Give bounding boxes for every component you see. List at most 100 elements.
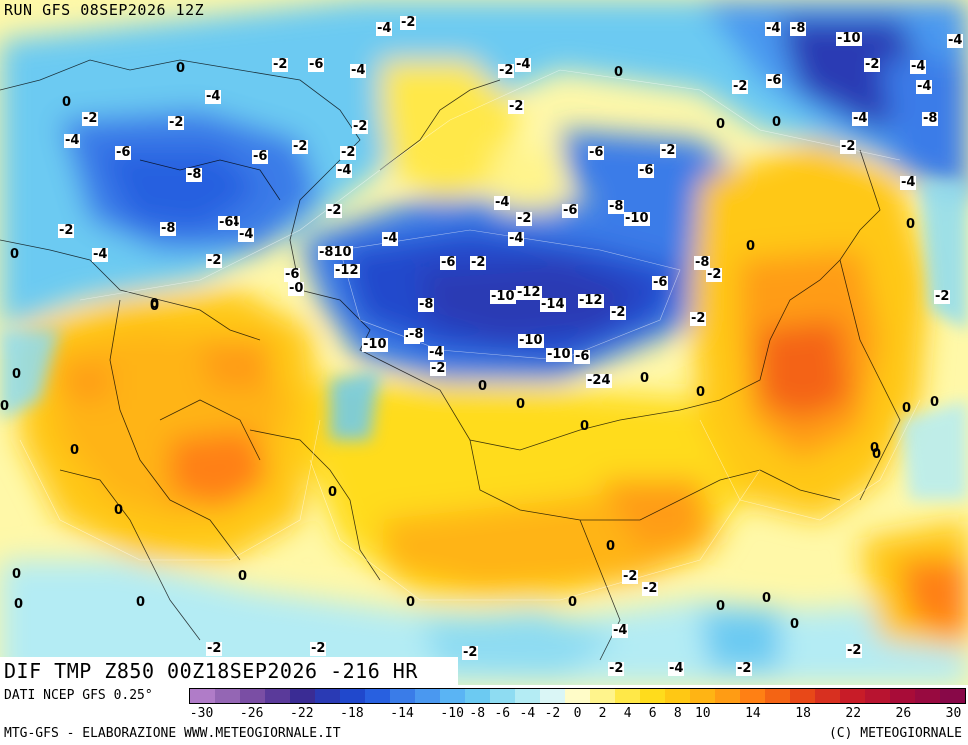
contour-label: -6: [440, 255, 457, 270]
contour-label: 0: [478, 379, 488, 394]
contour-label: 0: [716, 599, 726, 614]
scale-swatch: [940, 689, 965, 703]
contour-label: -8: [922, 111, 939, 126]
copyright-text: (C) METEOGIORNALE: [828, 726, 962, 741]
contour-label: -4: [92, 247, 109, 262]
contour-label: -4: [376, 21, 393, 36]
contour-label: -2: [400, 15, 417, 30]
contour-label: 0: [70, 443, 80, 458]
scale-tick-label: 4: [623, 706, 632, 721]
contour-label: 0: [606, 539, 616, 554]
scale-swatch: [390, 689, 415, 703]
scale-swatch: [565, 689, 590, 703]
contour-label: 0: [0, 399, 10, 414]
contour-label: -2: [340, 145, 357, 160]
scale-swatch: [240, 689, 265, 703]
contour-label: -2: [516, 211, 533, 226]
scale-swatch: [465, 689, 490, 703]
scale-tick-label: 22: [845, 706, 862, 721]
contour-label: -8: [790, 21, 807, 36]
scale-swatch: [540, 689, 565, 703]
contour-label: -8: [694, 255, 711, 270]
contour-label: -2: [642, 581, 659, 596]
contour-label: -6: [562, 203, 579, 218]
scale-tick-label: 10: [694, 706, 711, 721]
contour-label: -8: [160, 221, 177, 236]
scale-swatch: [440, 689, 465, 703]
contour-label: 0: [614, 65, 624, 80]
contour-label: 0: [872, 447, 882, 462]
contour-label: -6: [766, 73, 783, 88]
scale-tick-label: -4: [519, 706, 536, 721]
contour-label: -0: [288, 281, 305, 296]
contour-label: 0: [746, 239, 756, 254]
contour-label: -10: [836, 31, 862, 46]
contour-label: 0: [150, 299, 160, 314]
scale-tick-label: -2: [544, 706, 561, 721]
contour-label: -6: [115, 145, 132, 160]
contour-label: -4: [428, 345, 445, 360]
contour-label: -2: [736, 661, 753, 676]
contour-label: 0: [930, 395, 940, 410]
scale-swatch: [340, 689, 365, 703]
contour-label: 0: [12, 367, 22, 382]
contour-label: -2: [352, 119, 369, 134]
contour-label: 0: [114, 503, 124, 518]
scale-tick-label: -30: [189, 706, 214, 721]
map-title: DIF TMP Z850 00Z18SEP2026 -216 HR: [4, 659, 418, 683]
scale-tick-label: 30: [945, 706, 962, 721]
scale-swatch: [865, 689, 890, 703]
contour-label: -2: [622, 569, 639, 584]
scale-tick-label: -22: [290, 706, 314, 721]
contour-label: -4: [852, 111, 869, 126]
contour-label: -10: [490, 289, 516, 304]
contour-label: -2: [508, 99, 525, 114]
contour-label: -4: [612, 623, 629, 638]
contour-label: -2: [706, 267, 723, 282]
scale-swatch: [265, 689, 290, 703]
contour-label: 0: [568, 595, 578, 610]
contour-label: -6: [588, 145, 605, 160]
contour-label: -2: [462, 645, 479, 660]
color-scale-ticks: -30 -26 -22 -18 -14 -10 -8 -6 -4 -2 0 2 4 6 8 10 14 18 22 2…: [189, 706, 966, 724]
contour-label: -2: [610, 305, 627, 320]
contour-label: -2: [840, 139, 857, 154]
scale-swatch: [840, 689, 865, 703]
contour-label: -10: [362, 337, 388, 352]
contour-label: -2: [272, 57, 289, 72]
contour-label: -6: [218, 215, 235, 230]
contour-label: 0: [406, 595, 416, 610]
contour-label: -2: [690, 311, 707, 326]
scale-swatch: [190, 689, 215, 703]
contour-label: -4: [382, 231, 399, 246]
scale-tick-label: 6: [648, 706, 657, 721]
scale-swatch: [490, 689, 515, 703]
contour-label: -4: [508, 231, 525, 246]
scale-tick-label: 8: [673, 706, 682, 721]
contour-label: 0: [580, 419, 590, 434]
scale-swatch: [615, 689, 640, 703]
contour-label: -4: [494, 195, 511, 210]
scale-swatch: [665, 689, 690, 703]
contour-label: -2: [206, 253, 223, 268]
contour-label: -2: [326, 203, 343, 218]
contour-label: -2: [58, 223, 75, 238]
scale-swatch: [290, 689, 315, 703]
contour-label: 0: [640, 371, 650, 386]
contour-label: -2: [660, 143, 677, 158]
contour-label: -2: [206, 641, 223, 656]
contour-label: -8: [408, 327, 425, 342]
contour-label: -4: [765, 21, 782, 36]
scale-tick-label: -26: [239, 706, 264, 721]
contour-label: 0: [762, 591, 772, 606]
scale-swatch: [790, 689, 815, 703]
contour-label: -4: [947, 33, 964, 48]
contour-label: 0: [902, 401, 912, 416]
scale-tick-label: -14: [390, 706, 414, 721]
contour-label: -10: [518, 333, 544, 348]
run-header: RUN GFS 08SEP2026 12Z: [4, 1, 205, 19]
scale-tick-label: 0: [573, 706, 582, 721]
contour-label: -4: [910, 59, 927, 74]
scale-swatch: [690, 689, 715, 703]
contour-label: -2: [846, 643, 863, 658]
